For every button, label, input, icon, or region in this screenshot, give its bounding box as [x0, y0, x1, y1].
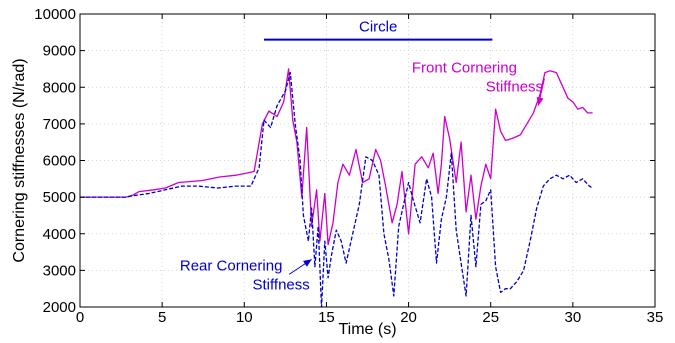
front-stiffness-line [80, 68, 593, 246]
front-annotation-line: Front Cornering [412, 60, 517, 77]
rear-stiffness-line [80, 71, 593, 308]
x-axis-title: Time (s) [338, 321, 396, 338]
rear-annotation-line: Rear Cornering [180, 257, 283, 274]
y-axis-title: Cornering stiffnesses (N/rad) [11, 58, 28, 262]
circle-indicator: Circle [264, 19, 493, 41]
x-tick-label: 25 [482, 309, 499, 326]
y-tick-labels: 2000 3000 4000 5000 6000 7000 8000 9000 10000 [34, 6, 76, 316]
x-tick-label: 30 [565, 309, 582, 326]
x-tick-label: 0 [76, 309, 84, 326]
y-tick-label: 7000 [43, 116, 76, 133]
y-tick-label: 8000 [43, 79, 76, 96]
annotation-arrowhead [303, 259, 312, 267]
x-tick-label: 10 [236, 309, 253, 326]
y-tick-label: 2000 [43, 299, 76, 316]
x-tick-label: 35 [647, 309, 664, 326]
annotations: Front Cornering Stiffness Rear Cornering St… [180, 60, 545, 293]
grid-lines [80, 14, 655, 307]
y-tick-label: 9000 [43, 43, 76, 60]
x-tick-label: 15 [318, 309, 335, 326]
y-tick-label: 4000 [43, 226, 76, 243]
x-tick-label: 5 [158, 309, 166, 326]
front-annotation-line: Stiffness [486, 79, 543, 96]
series-layer [80, 68, 593, 308]
rear-annotation-line: Stiffness [253, 276, 310, 293]
axis-ticks [79, 13, 656, 308]
circle-label: Circle [359, 19, 397, 36]
y-tick-label: 10000 [34, 6, 76, 23]
y-tick-label: 5000 [43, 189, 76, 206]
y-tick-label: 3000 [43, 262, 76, 279]
annotation-arrowhead [536, 96, 544, 106]
x-tick-labels: 0 5 10 15 20 25 30 35 [76, 309, 664, 326]
x-tick-label: 20 [400, 309, 417, 326]
y-tick-label: 6000 [43, 153, 76, 170]
